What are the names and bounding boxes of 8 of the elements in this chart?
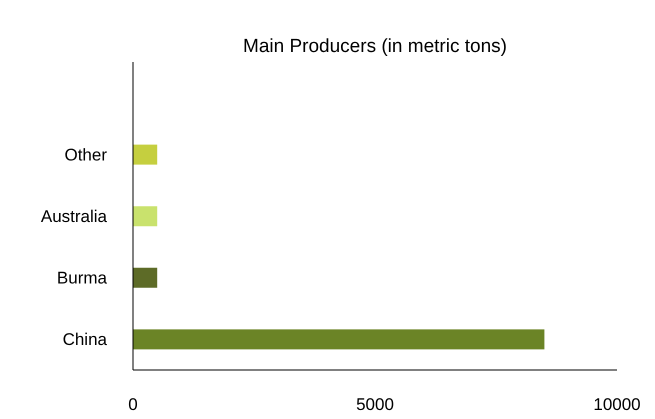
x-tick-label: 0: [128, 395, 138, 414]
x-tick-label: 5000: [356, 395, 394, 414]
chart-title: Main Producers (in metric tons): [242, 36, 508, 58]
y-tick-label: Burma: [56, 268, 108, 288]
y-tick-label: China: [62, 330, 108, 350]
y-tick-label: Australia: [40, 207, 108, 226]
x-tick-label: 10000: [593, 395, 641, 414]
y-tick-label: Other: [64, 145, 108, 164]
